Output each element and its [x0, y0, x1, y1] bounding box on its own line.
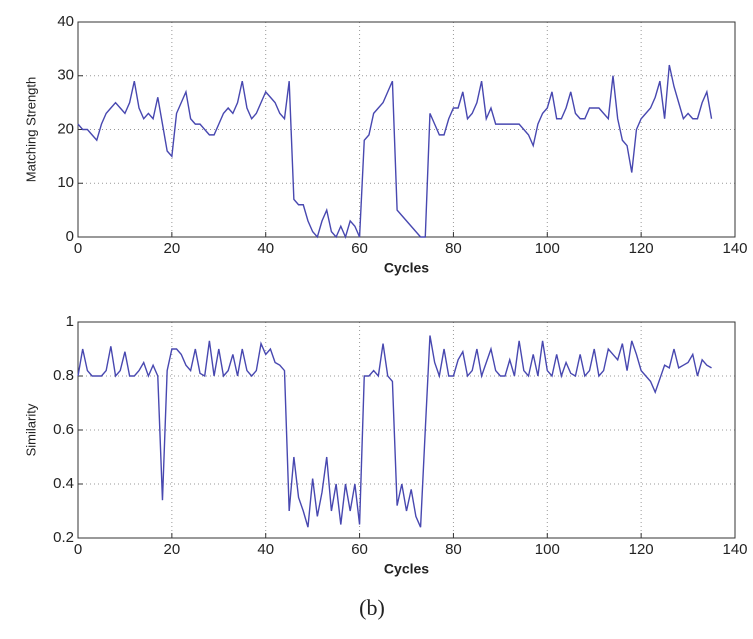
y-tick-label: 0.6	[53, 421, 74, 438]
y-tick-label: 1	[66, 313, 74, 330]
axes-frame	[77, 321, 736, 539]
y-tick-label: 30	[57, 67, 74, 84]
y-tick-label: 40	[57, 13, 74, 30]
axes-frame	[77, 21, 736, 238]
y-tick-label: 20	[57, 120, 74, 137]
data-line	[77, 64, 713, 240]
x-tick-label: 40	[257, 240, 274, 257]
y-axis-label: Similarity	[23, 403, 38, 456]
x-tick-label: 80	[445, 541, 462, 558]
x-tick-label: 140	[722, 541, 747, 558]
data-line	[77, 335, 712, 528]
x-tick-label: 20	[164, 541, 181, 558]
x-tick-label: 0	[74, 541, 82, 558]
y-tick-label: 0.4	[53, 475, 74, 492]
y-tick-label: 0.8	[53, 367, 74, 384]
x-axis-label: Cycles	[384, 561, 429, 577]
y-tick-label: 0.2	[53, 529, 74, 546]
x-tick-label: 100	[535, 240, 560, 257]
y-tick-label: 10	[57, 174, 74, 191]
x-tick-label: 80	[445, 240, 462, 257]
x-tick-label: 20	[164, 240, 181, 257]
caption: (b)	[359, 595, 385, 620]
x-tick-label: 100	[535, 541, 560, 558]
x-tick-label: 40	[257, 541, 274, 558]
x-tick-label: 0	[74, 240, 82, 257]
x-tick-label: 140	[722, 240, 747, 257]
y-axis-label: Matching Strength	[23, 77, 38, 183]
y-tick-label: 0	[66, 228, 74, 245]
x-tick-label: 120	[629, 541, 654, 558]
x-tick-label: 60	[351, 240, 368, 257]
x-tick-label: 120	[629, 240, 654, 257]
x-axis-label: Cycles	[384, 260, 429, 276]
x-tick-label: 60	[351, 541, 368, 558]
